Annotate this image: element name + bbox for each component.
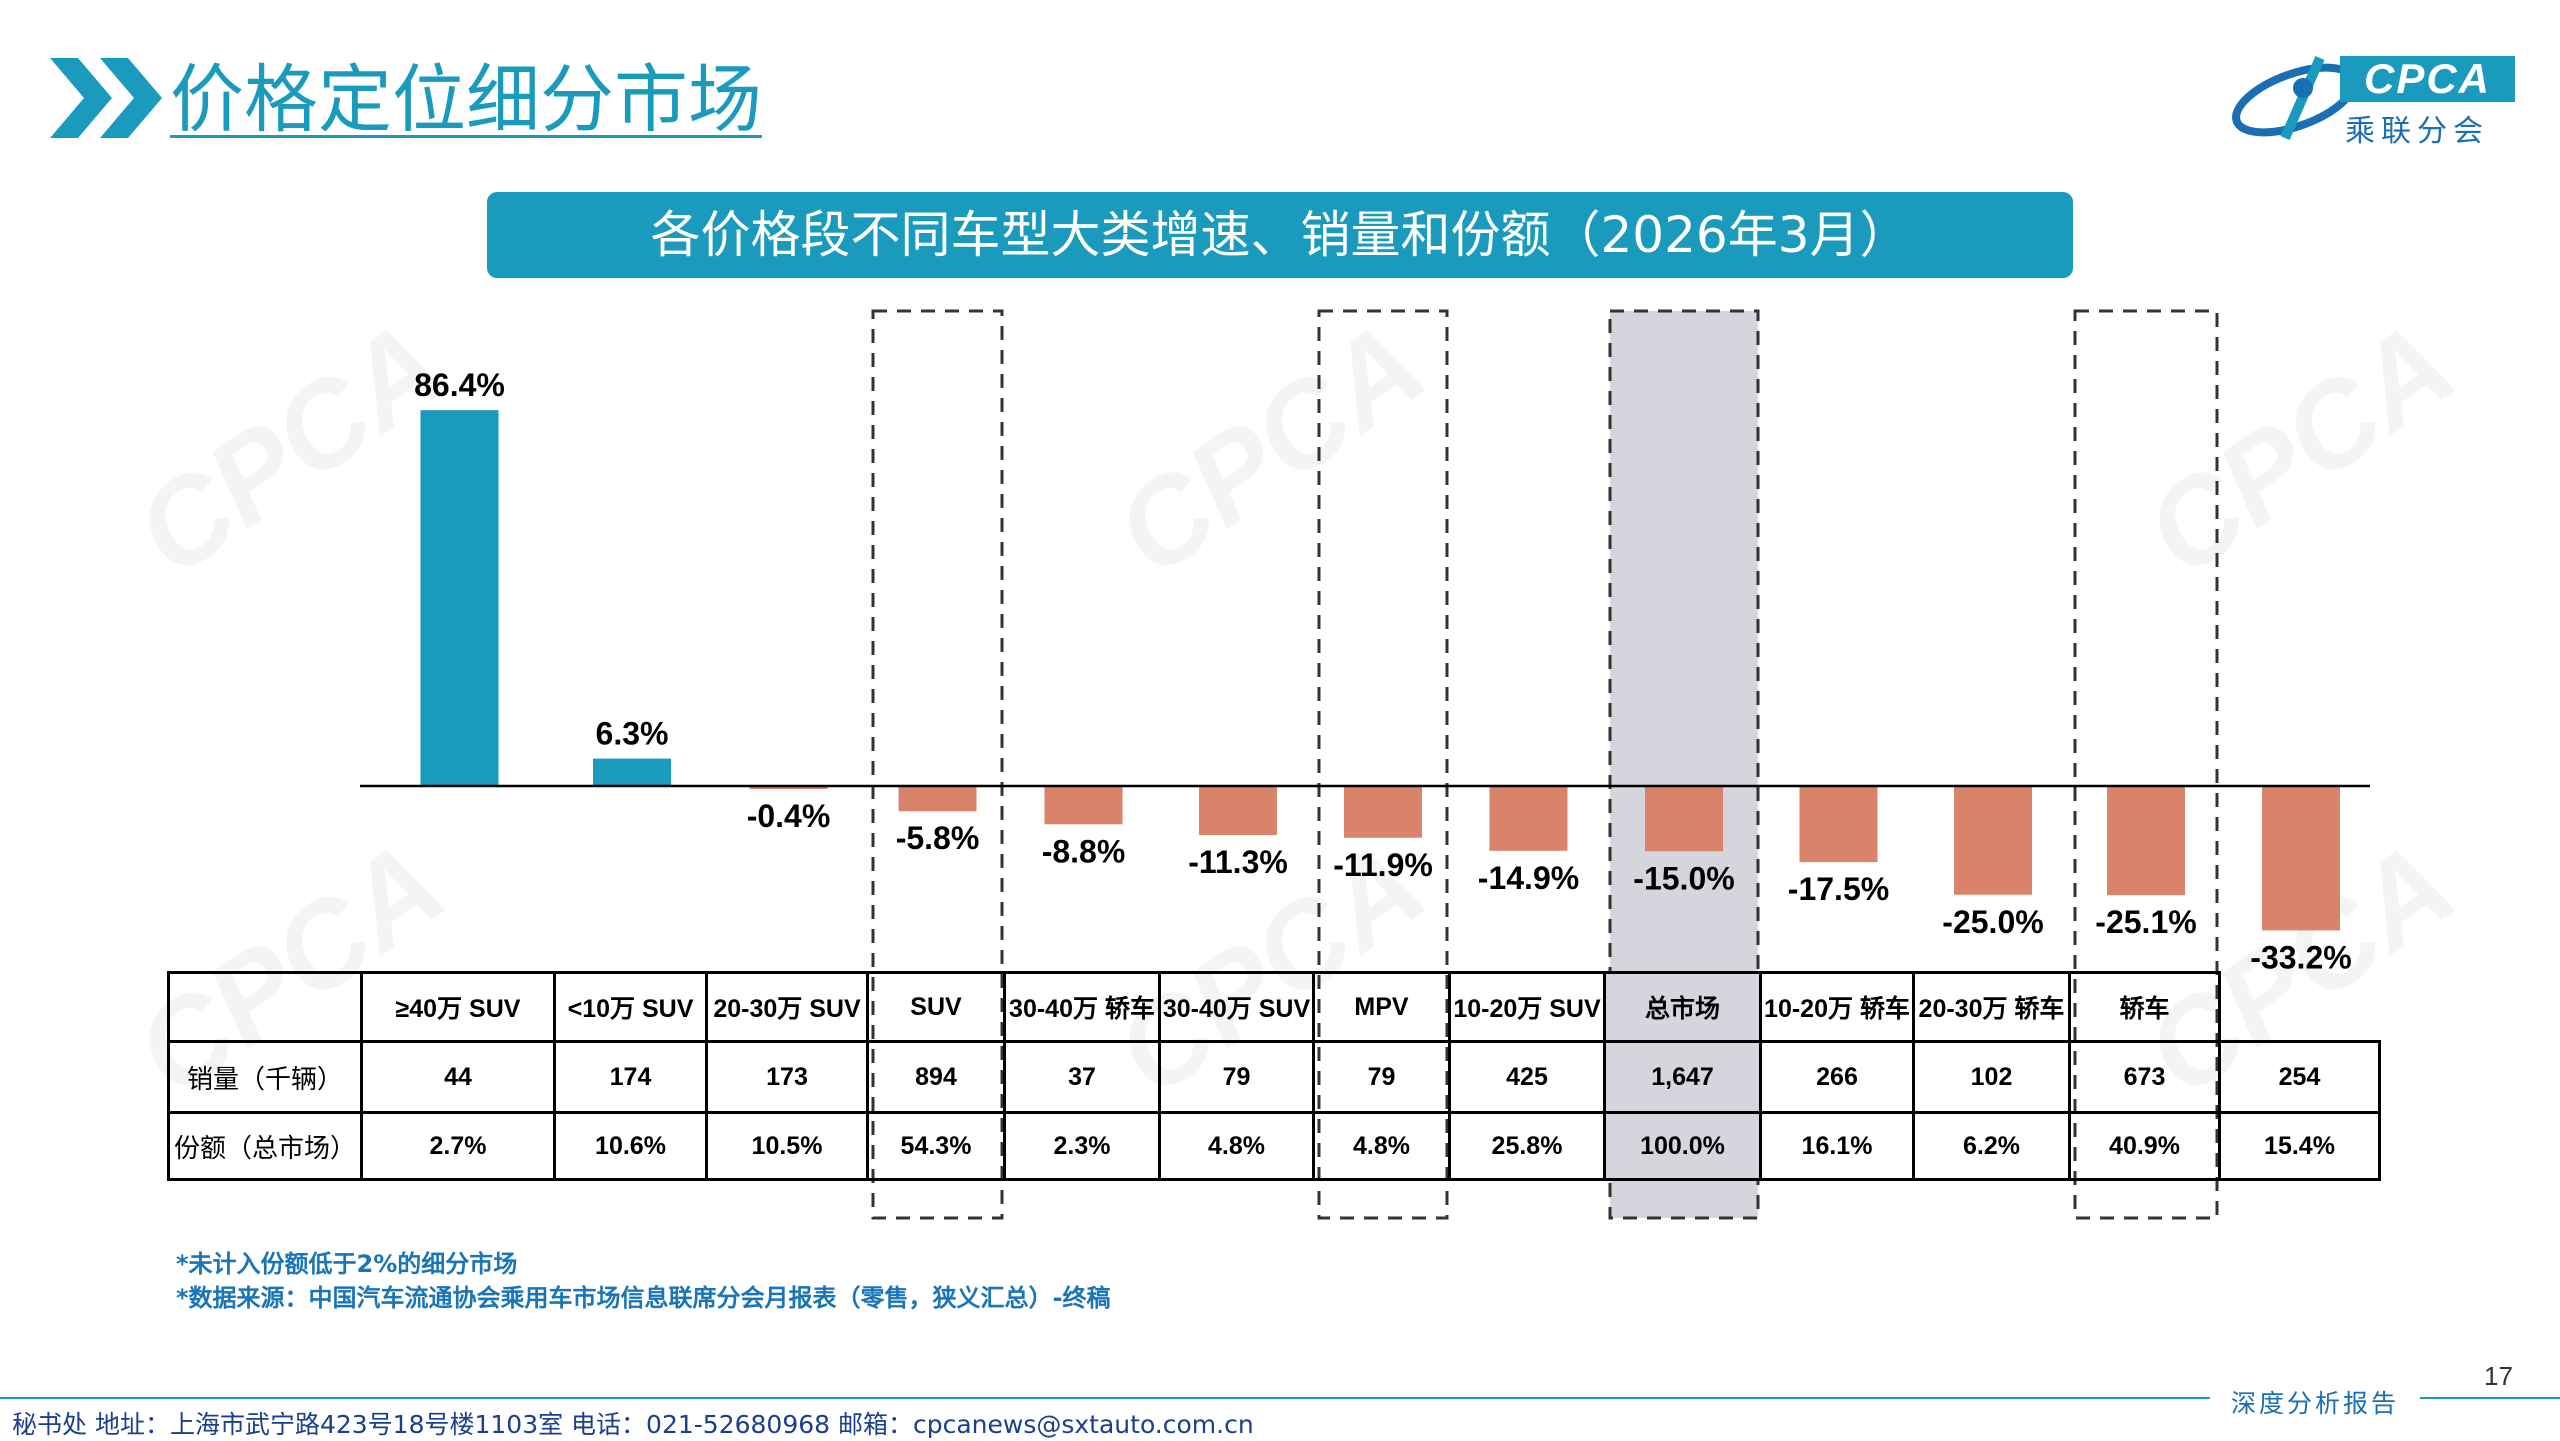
table-row-share: 份额（总市场） 2.7% 10.6% 10.5% 54.3% 2.3% 4.8% 4.8% 25… (167, 1111, 2381, 1181)
data-label: 86.4% (414, 367, 505, 403)
table-row-sales: 销量（千辆） 44 174 173 894 37 79 79 425 1,647 266 102 673… (167, 1040, 2381, 1114)
data-label: -8.8% (1042, 833, 1126, 869)
bar (1489, 786, 1568, 851)
table-cell-sales: 673 (2068, 1040, 2221, 1114)
data-label: -14.9% (1478, 860, 1579, 896)
table-header-cell: 20-30万 SUV (705, 971, 869, 1043)
table-header-cell: 总市场 (1603, 971, 1762, 1043)
table-cell-sales: 44 (360, 1040, 556, 1114)
bar (420, 410, 499, 786)
table-cell-share: 2.7% (360, 1111, 556, 1181)
table-cell-share: 16.1% (1759, 1111, 1915, 1181)
table-cell-share: 10.6% (553, 1111, 708, 1181)
footer-contact: 秘书处 地址：上海市武宁路423号18号楼1103室 电话：021-526809… (12, 1410, 1254, 1439)
data-label: -0.4% (747, 798, 831, 834)
table-cell-share: 40.9% (2068, 1111, 2221, 1181)
logo-subtitle: 乘联分会 (2345, 114, 2489, 149)
table-cell-sales: 425 (1448, 1040, 1606, 1114)
bar (1044, 786, 1123, 825)
footnote-source: *数据来源：中国汽车流通协会乘用车市场信息联席分会月报表（零售，狭义汇总）-终稿 (176, 1284, 1111, 1312)
table-cell-sales: 894 (866, 1040, 1006, 1114)
table-cell-sales: 254 (2218, 1040, 2381, 1114)
table-header-cell: MPV (1312, 971, 1451, 1043)
table-header-cell: 30-40万 轿车 (1003, 971, 1161, 1043)
data-label: -5.8% (896, 820, 980, 856)
bar (1199, 786, 1277, 836)
table-header-cell: 30-40万 SUV (1158, 971, 1315, 1043)
table-cell-sales: 37 (1003, 1040, 1161, 1114)
bar (1645, 786, 1723, 852)
bar (593, 758, 671, 786)
bar (2262, 786, 2340, 931)
chart-banner-title: 各价格段不同车型大类增速、销量和份额（2026年3月） (487, 192, 2073, 278)
footer-tag: 深度分析报告 (2210, 1384, 2420, 1420)
table-header-cell: 10-20万 轿车 (1759, 971, 1915, 1043)
bar (1344, 786, 1422, 838)
table-cell-sales: 79 (1312, 1040, 1451, 1114)
table-cell-share: 4.8% (1312, 1111, 1451, 1181)
table-header-cell: 20-30万 轿车 (1912, 971, 2071, 1043)
table-cell-share: 4.8% (1158, 1111, 1315, 1181)
dashed-box-mpv (1317, 309, 1449, 1220)
data-table: ≥40万 SUV <10万 SUV 20-30万 SUV SUV 30-40万 轿车 30… (167, 971, 2381, 1181)
data-label: -15.0% (1633, 860, 1734, 896)
page-title: 价格定位细分市场 (170, 57, 762, 143)
table-header-cell (167, 971, 363, 1043)
table-cell-sales: 174 (553, 1040, 708, 1114)
bar (898, 786, 977, 812)
bar (2107, 786, 2185, 896)
bar (749, 786, 828, 789)
table-header-cell: 10-20万 SUV (1448, 971, 1606, 1043)
table-cell-sales: 79 (1158, 1040, 1315, 1114)
data-label: -25.0% (1942, 904, 2043, 940)
logo-text: CPCA (2340, 56, 2515, 102)
data-label: 6.3% (596, 716, 669, 752)
footer-divider (0, 1397, 2560, 1399)
table-row-label: 份额（总市场） (167, 1111, 363, 1181)
data-label: -17.5% (1788, 871, 1889, 907)
table-cell-share: 15.4% (2218, 1111, 2381, 1181)
table-header-cell: ≥40万 SUV (360, 971, 556, 1043)
table-cell-sales: 266 (1759, 1040, 1915, 1114)
chevron-double-icon (50, 58, 162, 138)
table-header-cell: <10万 SUV (553, 971, 708, 1043)
page-number: 17 (2484, 1361, 2513, 1391)
bar (1954, 786, 2032, 895)
data-label: -11.3% (1188, 844, 1288, 880)
table-cell-sales: 102 (1912, 1040, 2071, 1114)
table-row-label: 销量（千辆） (167, 1040, 363, 1114)
table-cell-share: 54.3% (866, 1111, 1006, 1181)
table-cell-share: 25.8% (1448, 1111, 1606, 1181)
table-header-cell: SUV (866, 971, 1006, 1043)
table-header-cell: 轿车 (2068, 971, 2221, 1043)
footnote-threshold: *未计入份额低于2%的细分市场 (176, 1250, 518, 1278)
table-row-categories: ≥40万 SUV <10万 SUV 20-30万 SUV SUV 30-40万 轿车 30… (167, 971, 2380, 1043)
dashed-box-轿车 (2073, 309, 2219, 1220)
table-cell-share: 100.0% (1603, 1111, 1762, 1181)
table-cell-share: 2.3% (1003, 1111, 1161, 1181)
table-cell-share: 6.2% (1912, 1111, 2071, 1181)
data-label: -11.9% (1333, 847, 1433, 883)
table-cell-sales: 1,647 (1603, 1040, 1762, 1114)
table-cell-sales: 173 (705, 1040, 869, 1114)
dashed-box-suv (871, 309, 1004, 1220)
data-label: -33.2% (2250, 939, 2351, 975)
bar (1799, 786, 1878, 863)
data-label: -25.1% (2095, 904, 2196, 940)
table-cell-share: 10.5% (705, 1111, 869, 1181)
